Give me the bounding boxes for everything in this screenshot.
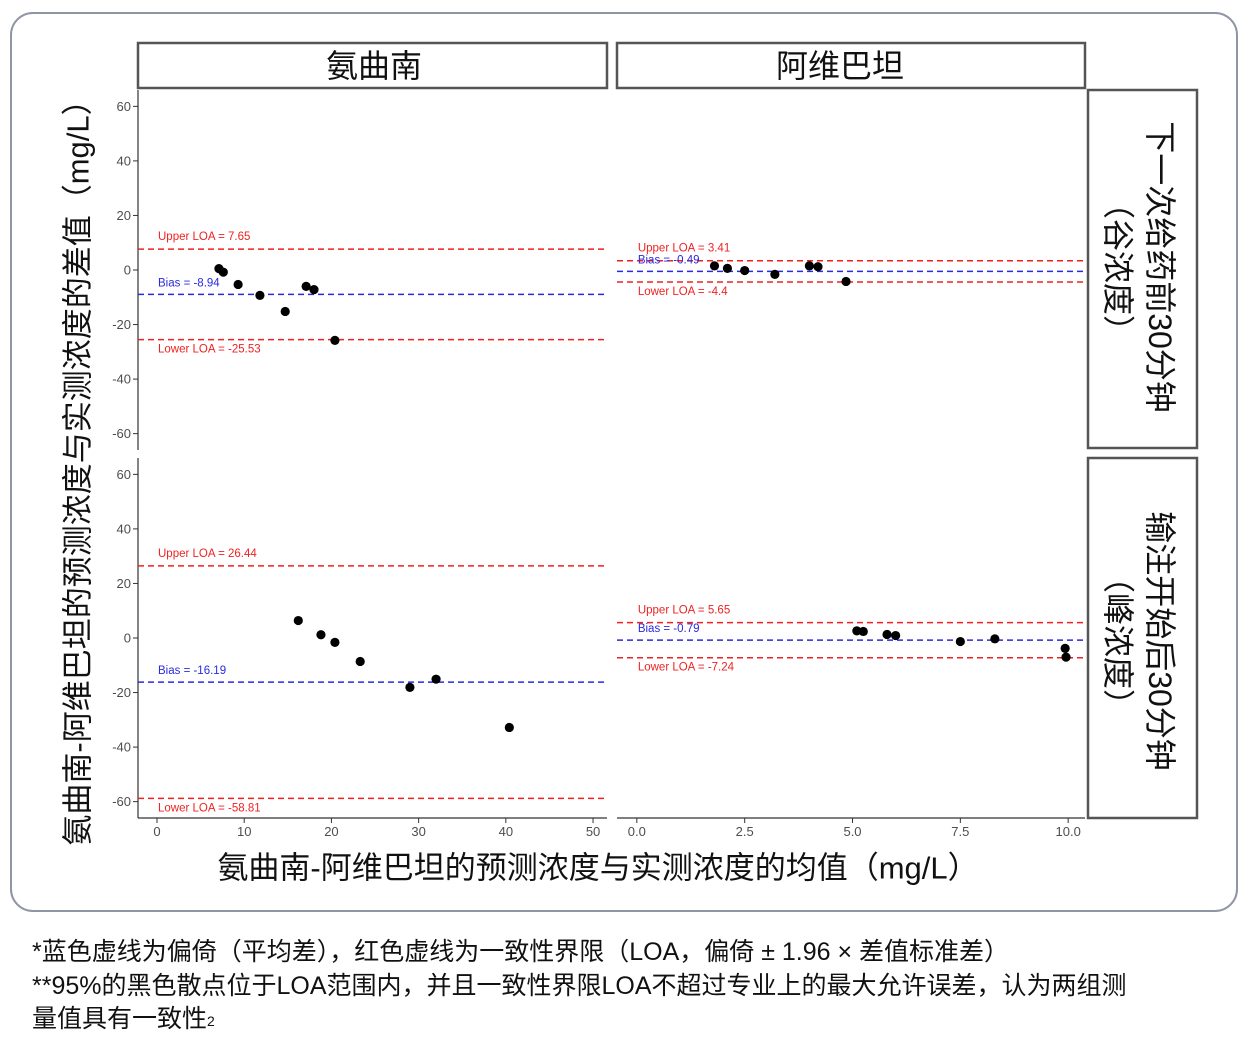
y-tick-label: 0 <box>124 263 131 278</box>
data-point <box>504 722 514 733</box>
data-point <box>330 335 340 345</box>
footnote-line-2: **95%的黑色散点位于LOA范围内，并且一致性界限LOA不超过专业上的最大允许… <box>32 970 1127 1003</box>
y-tick-label: -40 <box>112 372 131 387</box>
footnote-text: 量值具有一致性 <box>32 1005 208 1033</box>
data-point <box>891 630 901 641</box>
panel-row0-col0: Upper LOA = 7.65 Bias = -8.94 Lower LOA = … <box>138 231 607 356</box>
data-point <box>841 276 851 287</box>
panel-row1-col1: Upper LOA = 5.65 Bias = -0.79 Lower LOA = … <box>617 605 1085 674</box>
column-strip-aztreonam: 氨曲南 <box>136 41 609 90</box>
data-point <box>255 290 265 300</box>
y-tick-label: -20 <box>112 685 131 700</box>
footnote-line-3: 量值具有一致性2 <box>32 1003 215 1036</box>
x-tick-label: 0 <box>153 824 160 839</box>
x-tick-label: 5.0 <box>843 824 861 839</box>
lower-loa-label: Lower LOA = -25.53 <box>158 344 261 356</box>
bias-label: Bias = -0.79 <box>638 623 700 635</box>
x-tick-label: 10 <box>237 824 251 839</box>
lower-loa-label: Lower LOA = -58.81 <box>158 802 261 814</box>
data-point <box>709 261 720 271</box>
column-strip-label: 阿维巴坦 <box>776 48 904 84</box>
data-point <box>990 634 1000 644</box>
data-point <box>218 267 228 277</box>
chart-marks: 60 40 20 0 -20 -40 -60 60 40 20 0 -20 -40 -60 0 10 20 30 4… <box>112 90 1085 839</box>
y-tick-label: 0 <box>124 631 131 646</box>
lower-loa-label: Lower LOA = -4.4 <box>638 286 728 298</box>
footnote-reference: 2 <box>207 1013 215 1029</box>
row-strip-box <box>1086 456 1199 820</box>
x-axis-col-1: 0.0 2.5 5.0 7.5 10.0 <box>617 817 1085 839</box>
data-point <box>330 637 340 647</box>
row-strip-label-line2: （峰浓度） <box>1100 561 1136 721</box>
x-tick-label: 7.5 <box>951 824 969 839</box>
bland-altman-figure: 氨曲南 阿维巴坦 下一次给药前30分钟 （谷浓度） 输注开始后30分钟 （峰浓度… <box>10 12 1238 912</box>
column-strip-avibactam: 阿维巴坦 <box>615 41 1087 90</box>
data-point <box>431 674 441 684</box>
data-point <box>813 262 823 272</box>
data-point <box>955 636 965 647</box>
footnote-text: **95%的黑色散点位于LOA范围内，并且一致性界限LOA不超过专业上的最大允许… <box>32 972 1127 1000</box>
y-tick-label: 60 <box>117 467 131 482</box>
data-point <box>882 629 892 640</box>
data-point <box>301 281 311 291</box>
data-point <box>293 615 303 626</box>
y-tick-label: 40 <box>117 521 131 536</box>
y-tick-label: 40 <box>117 153 131 168</box>
column-strip-label: 氨曲南 <box>326 48 422 84</box>
upper-loa-label: Upper LOA = 7.65 <box>158 231 250 243</box>
y-axis-title: 氨曲南-阿维巴坦的预测浓度与实测浓度的差值（mg/L） <box>61 84 96 845</box>
y-tick-label: 60 <box>117 99 131 114</box>
row-strip-trough: 下一次给药前30分钟 （谷浓度） <box>1086 88 1199 450</box>
y-tick-label: 20 <box>117 208 131 223</box>
y-axis-row-0: 60 40 20 0 -20 -40 -60 <box>112 90 139 450</box>
data-point <box>355 656 365 667</box>
bias-label: Bias = -0.49 <box>638 254 700 266</box>
row-strip-label-line1: 输注开始后30分钟 <box>1142 511 1178 771</box>
bias-label: Bias = -16.19 <box>158 665 226 677</box>
footnote-text: *蓝色虚线为偏倚（平均差），红色虚线为一致性界限（LOA，偏倚 ± 1.96 ×… <box>32 938 1010 966</box>
data-point <box>280 306 290 317</box>
lower-loa-label: Lower LOA = -7.24 <box>638 662 735 674</box>
y-tick-label: 20 <box>117 576 131 591</box>
x-tick-label: 50 <box>586 824 600 839</box>
x-tick-label: 2.5 <box>736 824 754 839</box>
x-tick-label: 40 <box>499 824 513 839</box>
x-tick-label: 10.0 <box>1056 824 1081 839</box>
data-point <box>309 285 319 295</box>
x-tick-label: 0.0 <box>628 824 646 839</box>
x-axis-title: 氨曲南-阿维巴坦的预测浓度与实测浓度的均值（mg/L） <box>217 851 978 886</box>
row-strip-label-line2: （谷浓度） <box>1100 187 1136 347</box>
data-point <box>1061 652 1071 662</box>
data-point <box>858 626 868 637</box>
x-tick-label: 20 <box>324 824 338 839</box>
row-strip-box <box>1086 88 1199 450</box>
x-axis-col-0: 0 10 20 30 40 50 <box>138 817 607 839</box>
footnote-line-1: *蓝色虚线为偏倚（平均差），红色虚线为一致性界限（LOA，偏倚 ± 1.96 ×… <box>32 936 1009 969</box>
row-strip-peak: 输注开始后30分钟 （峰浓度） <box>1086 456 1199 820</box>
y-tick-label: -40 <box>112 740 131 755</box>
data-point <box>770 269 780 279</box>
data-point <box>233 279 243 290</box>
data-point <box>804 261 814 271</box>
data-point <box>722 263 733 273</box>
outer-frame <box>10 12 1238 912</box>
bias-label: Bias = -8.94 <box>158 277 220 289</box>
data-point <box>316 630 326 640</box>
data-point <box>740 265 750 276</box>
column-strip-box <box>136 41 609 90</box>
column-strip-box <box>615 41 1087 90</box>
upper-loa-label: Upper LOA = 3.41 <box>638 243 730 255</box>
row-strip-label-line1: 下一次给药前30分钟 <box>1142 121 1178 413</box>
data-point <box>405 682 415 692</box>
upper-loa-label: Upper LOA = 5.65 <box>638 605 730 617</box>
y-tick-label: -60 <box>112 794 131 809</box>
y-tick-label: -20 <box>112 317 131 332</box>
y-axis-row-1: 60 40 20 0 -20 -40 -60 <box>112 458 139 818</box>
y-tick-label: -60 <box>112 426 131 441</box>
panel-row1-col0: Upper LOA = 26.44 Bias = -16.19 Lower LOA … <box>138 548 607 814</box>
data-point <box>1060 643 1070 653</box>
x-tick-label: 30 <box>411 824 425 839</box>
upper-loa-label: Upper LOA = 26.44 <box>158 548 257 560</box>
